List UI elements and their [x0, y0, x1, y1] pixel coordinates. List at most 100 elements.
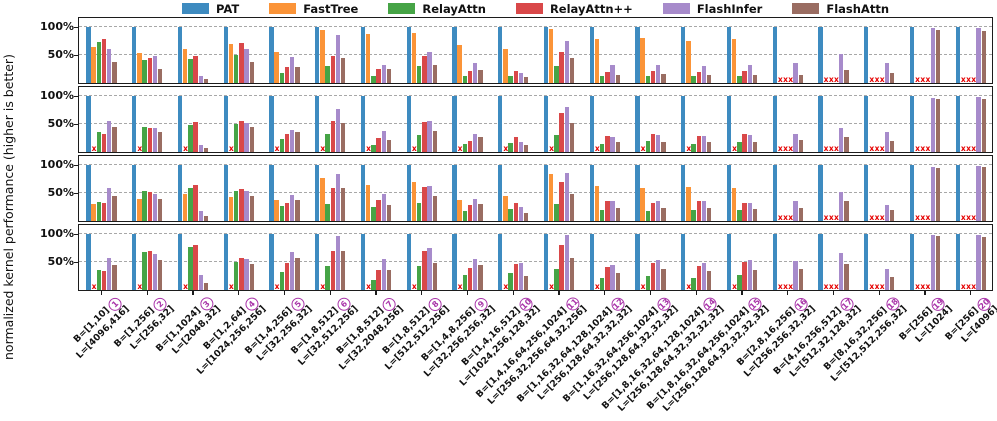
missing-marker: x	[971, 282, 977, 291]
bar-pat	[818, 96, 823, 152]
bar-flashinfer	[930, 167, 935, 221]
bar-pat	[909, 27, 915, 83]
x-tick-mark	[970, 291, 972, 295]
bar-flashattn	[661, 207, 666, 221]
missing-marker: x	[920, 75, 926, 84]
bar-pat	[315, 96, 320, 152]
bar-fasttree	[457, 44, 462, 83]
legend-swatch-icon	[388, 3, 416, 14]
bar-flashattn	[478, 70, 483, 83]
bar-fasttree	[640, 38, 645, 83]
bar-flashattn	[890, 277, 895, 290]
bar-pat	[406, 27, 411, 83]
x-tick-mark	[649, 291, 652, 295]
missing-marker: x	[966, 75, 971, 84]
y-tick-mark	[74, 123, 78, 125]
missing-marker: x	[320, 144, 326, 153]
bar-pat	[132, 96, 137, 152]
bar-pat	[726, 27, 732, 83]
bar-flashinfer	[152, 128, 158, 152]
bar-flashinfer	[198, 75, 203, 83]
bar-pat	[86, 165, 91, 221]
bar-relayattn	[416, 135, 422, 152]
bar-pat	[543, 165, 549, 221]
bar-pat	[315, 165, 320, 221]
bar-flashattn	[386, 69, 392, 83]
bar-relayattn	[233, 190, 239, 221]
bar-pat	[452, 96, 457, 152]
bar-pat	[177, 165, 183, 221]
missing-marker: x	[874, 75, 880, 84]
bar-relayattn++	[467, 70, 473, 83]
bar-relayattn	[599, 143, 605, 152]
x-tick-mark	[832, 291, 835, 295]
bar-flashattn	[890, 210, 895, 221]
missing-marker: x	[91, 282, 97, 291]
y-tick-label: 50%	[47, 48, 74, 61]
gridline-50	[79, 54, 992, 55]
bar-relayattn	[691, 210, 696, 221]
bar-fasttree	[503, 195, 508, 221]
bar-flashattn	[798, 74, 803, 83]
bar-flashinfer	[610, 264, 615, 290]
bar-flashattn	[203, 78, 209, 83]
bar-pat	[589, 165, 594, 221]
bar-flashinfer	[244, 49, 249, 83]
bar-pat	[223, 27, 228, 83]
bar-relayattn++	[239, 121, 244, 152]
bar-pat	[589, 96, 594, 152]
bar-flashinfer	[335, 173, 341, 221]
legend-swatch-icon	[181, 3, 209, 14]
bar-flashattn	[661, 141, 666, 152]
bar-relayattn++	[193, 245, 198, 290]
bar-fasttree	[640, 187, 645, 221]
bar-relayattn	[462, 143, 468, 152]
missing-marker: x	[732, 144, 737, 153]
missing-marker: x	[228, 144, 234, 153]
bar-flashattn	[661, 269, 666, 290]
bar-flashattn	[341, 187, 346, 221]
bar-pat	[543, 27, 549, 83]
bar-fasttree	[686, 41, 691, 83]
x-tick-label-text: B=[256]20 L=[4096]	[943, 295, 997, 352]
missing-marker: x	[874, 144, 880, 153]
bar-relayattn	[645, 75, 651, 83]
missing-marker: x	[594, 282, 600, 291]
bar-fasttree	[182, 48, 188, 83]
gridline-100	[79, 233, 992, 234]
bar-fasttree	[686, 186, 691, 221]
bar-relayattn++	[559, 181, 564, 221]
missing-marker: x	[783, 213, 788, 222]
bar-flashattn	[386, 205, 392, 221]
bar-flashinfer	[976, 235, 981, 290]
bar-flashattn	[890, 140, 895, 152]
bar-pat	[315, 27, 320, 83]
bar-pat	[315, 234, 320, 290]
bar-fasttree	[594, 186, 600, 221]
missing-marker: x	[411, 144, 417, 153]
bar-flashinfer	[976, 28, 981, 83]
bar-relayattn	[645, 211, 651, 221]
bar-flashattn	[158, 199, 163, 221]
bar-flashinfer	[518, 141, 524, 152]
bar-pat	[132, 27, 137, 83]
bar-flashattn	[798, 207, 803, 221]
legend-label: FlashAttn	[826, 1, 890, 16]
bar-flashattn	[432, 130, 437, 152]
bar-flashattn	[981, 167, 986, 221]
bar-flashattn	[661, 74, 666, 83]
bar-flashattn	[569, 122, 575, 152]
gridline-50	[79, 192, 992, 193]
bar-flashinfer	[335, 35, 341, 83]
bar-flashinfer	[427, 248, 432, 290]
bar-flashinfer	[656, 134, 661, 152]
bar-relayattn++	[605, 136, 610, 152]
bar-relayattn	[371, 207, 376, 221]
bar-flashattn	[432, 195, 437, 221]
bar-flashinfer	[381, 130, 386, 152]
bar-relayattn	[416, 266, 422, 290]
missing-marker: x	[834, 282, 839, 291]
y-tick-mark	[74, 26, 78, 28]
bar-relayattn++	[650, 70, 656, 83]
